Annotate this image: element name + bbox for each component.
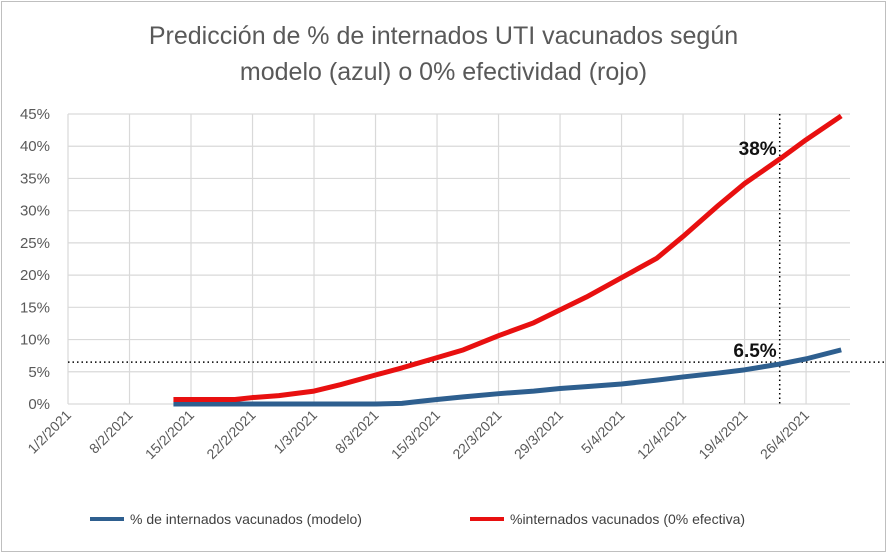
x-tick-label: 8/3/2021 [332, 407, 382, 457]
y-tick-label: 45% [20, 106, 50, 123]
x-tick-label: 19/4/2021 [695, 407, 751, 463]
x-tick-label: 26/4/2021 [757, 407, 813, 463]
x-tick-label: 5/4/2021 [578, 407, 628, 457]
x-tick-label: 15/3/2021 [388, 407, 444, 463]
y-tick-label: 40% [20, 138, 50, 155]
y-tick-label: 15% [20, 299, 50, 316]
chart-title-line-1: Predicción de % de internados UTI vacuna… [148, 22, 739, 50]
y-tick-label: 0% [28, 396, 50, 413]
y-tick-label: 5% [28, 364, 50, 381]
x-tick-label: 8/2/2021 [86, 407, 136, 457]
y-tick-label: 25% [20, 235, 50, 252]
legend-label-model: % de internados vacunados (modelo) [130, 511, 362, 527]
annotation-label: 38% [739, 139, 777, 160]
legend-swatch-red [470, 517, 504, 521]
chart-title: Predicción de % de internados UTI vacuna… [0, 18, 887, 90]
legend-item-zero-efficacy: %internados vacunados (0% efectiva) [470, 511, 745, 527]
x-tick-label: 1/2/2021 [24, 407, 74, 457]
x-tick-label: 12/4/2021 [634, 407, 690, 463]
y-tick-label: 35% [20, 170, 50, 187]
legend-label-zero-efficacy: %internados vacunados (0% efectiva) [510, 511, 746, 527]
y-tick-label: 20% [20, 267, 50, 284]
x-tick-label: 1/3/2021 [270, 407, 320, 457]
series-line-model [173, 347, 842, 407]
x-tick-label: 15/2/2021 [142, 407, 198, 463]
x-tick-label: 22/2/2021 [203, 407, 259, 463]
annotation-label: 6.5% [733, 341, 776, 362]
x-tick-label: 22/3/2021 [449, 407, 505, 463]
y-tick-label: 30% [20, 203, 50, 220]
x-tick-label: 29/3/2021 [511, 407, 567, 463]
legend-swatch-blue [90, 517, 124, 521]
chart-title-line-2: modelo (azul) o 0% efectividad (rojo) [239, 58, 648, 86]
legend-item-model: % de internados vacunados (modelo) [90, 511, 362, 527]
y-tick-label: 10% [20, 332, 50, 349]
series-line-zero-efficacy [173, 113, 843, 402]
